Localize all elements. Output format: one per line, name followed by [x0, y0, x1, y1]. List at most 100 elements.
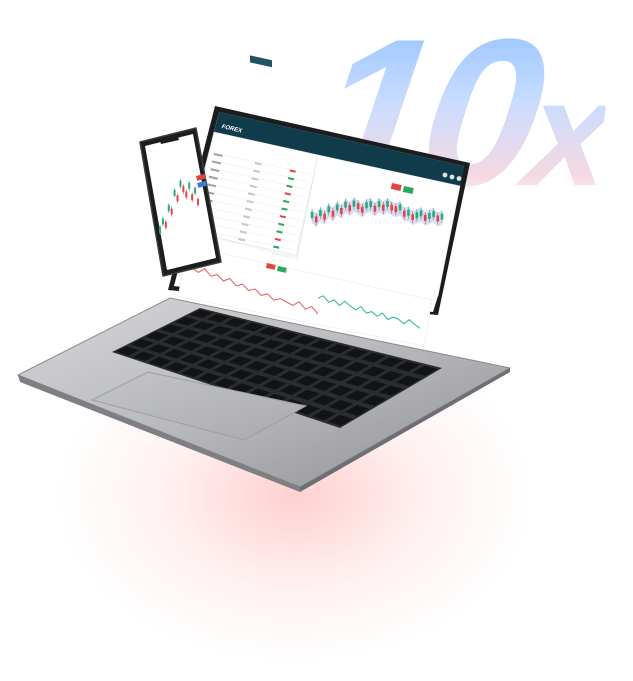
watchlist-price: [239, 230, 247, 234]
phone-candle-body: [159, 227, 161, 233]
candle-body: [323, 213, 326, 220]
keyboard-key: [177, 329, 201, 338]
candle-body: [335, 204, 339, 211]
laptop-screen: FOREX: [168, 55, 470, 347]
keyboard-key: [132, 351, 156, 362]
keyboard-key: [311, 380, 337, 391]
keyboard-key: [174, 316, 199, 326]
keyboard-key: [328, 385, 353, 396]
keyboard-key: [244, 347, 268, 358]
keyboard-key: [225, 330, 250, 340]
keyboard-key: [145, 331, 169, 341]
candle-body: [340, 207, 343, 214]
sell-button[interactable]: [390, 183, 402, 192]
watchlist-price: [246, 200, 254, 204]
keyboard-key: [295, 375, 320, 386]
keyboard-key: [241, 322, 265, 332]
keyboard-key: [180, 354, 204, 364]
watchlist-symbol: [206, 183, 217, 188]
keyboard-key: [210, 338, 235, 348]
keyboard-key: [279, 384, 304, 396]
keyboard-key: [278, 370, 303, 381]
candle-body: [407, 209, 410, 216]
keyboard-key: [130, 339, 154, 349]
phone-candle-body: [194, 187, 197, 194]
keyboard-key: [294, 361, 319, 372]
keyboard-key: [293, 348, 318, 359]
trackpad: [90, 371, 308, 441]
keyboard-key: [223, 318, 248, 328]
candle-body: [411, 214, 414, 221]
buy-button[interactable]: [402, 186, 414, 195]
candle-body: [319, 210, 322, 217]
keyboard-key: [344, 362, 370, 373]
watchlist-change: [278, 222, 285, 226]
keyboard-key: [262, 379, 287, 390]
keyboard-key: [395, 361, 421, 372]
candle-body: [436, 215, 440, 222]
phone-candle-body: [167, 205, 170, 212]
watchlist-price: [252, 169, 261, 174]
phone-candle-body: [161, 218, 164, 225]
smartphone: [139, 127, 222, 277]
candle-body: [314, 216, 318, 223]
candle-body: [327, 206, 331, 213]
phone-candlestick-series: [159, 178, 199, 235]
watchlist-change: [289, 169, 296, 173]
platform-header-bar: [214, 112, 464, 186]
phone-notch: [160, 137, 179, 144]
candle-body: [440, 213, 444, 220]
indicator-line-green: [317, 295, 421, 329]
candle-body: [377, 201, 381, 208]
phone-candle-body: [191, 194, 194, 201]
laptop-base: [16, 297, 512, 492]
candle-body: [369, 201, 373, 208]
keyboard-key: [212, 351, 236, 361]
candle-body: [423, 214, 427, 221]
keyboard-key: [245, 361, 270, 371]
watchlist-symbol: [208, 175, 218, 180]
phone-candle-body: [179, 180, 182, 187]
keyboard-key: [361, 352, 386, 363]
keyboard-key: [328, 399, 353, 411]
settings-icon: [449, 174, 455, 180]
candle-body: [348, 205, 352, 212]
sell-button-lower[interactable]: [265, 263, 276, 270]
phone-sell-button[interactable]: [196, 173, 206, 181]
watchlist-symbol: [210, 168, 220, 173]
keyboard-key: [378, 385, 404, 396]
keyboard-key: [328, 371, 353, 382]
keyboard-key: [214, 377, 238, 389]
buy-button-lower[interactable]: [276, 266, 287, 273]
phone-candle-body: [188, 182, 191, 189]
watchlist-symbol: [213, 153, 223, 157]
phone-candle-body: [197, 199, 199, 205]
keyboard-key: [160, 324, 184, 334]
watchlist-change: [284, 192, 291, 196]
user-icon: [442, 172, 448, 178]
keyboard-key: [361, 395, 387, 406]
phone-buy-button[interactable]: [197, 180, 207, 188]
keyboard-key: [292, 335, 317, 345]
watchlist-change: [276, 230, 283, 234]
candle-body: [373, 205, 377, 212]
phone-candle-body: [182, 186, 185, 193]
indicator-line-red: [191, 267, 319, 315]
keyboard-key: [345, 405, 370, 416]
watchlist-price: [251, 177, 259, 181]
keyboard-key: [148, 356, 172, 367]
candle-body: [381, 204, 385, 211]
keyboard-key: [195, 346, 219, 356]
watchlist-price: [243, 215, 251, 219]
keyboard-key: [208, 325, 233, 335]
watchlist-change: [286, 184, 293, 188]
help-icon: [456, 176, 462, 181]
watchlist-change: [273, 245, 280, 249]
keyboard-key: [361, 366, 387, 377]
watchlist-price: [249, 184, 257, 189]
candle-body: [398, 204, 402, 211]
keyboard-key: [116, 346, 139, 356]
candle-body: [428, 212, 431, 219]
keyboard-key: [213, 364, 237, 375]
watchlist-change: [279, 215, 286, 219]
